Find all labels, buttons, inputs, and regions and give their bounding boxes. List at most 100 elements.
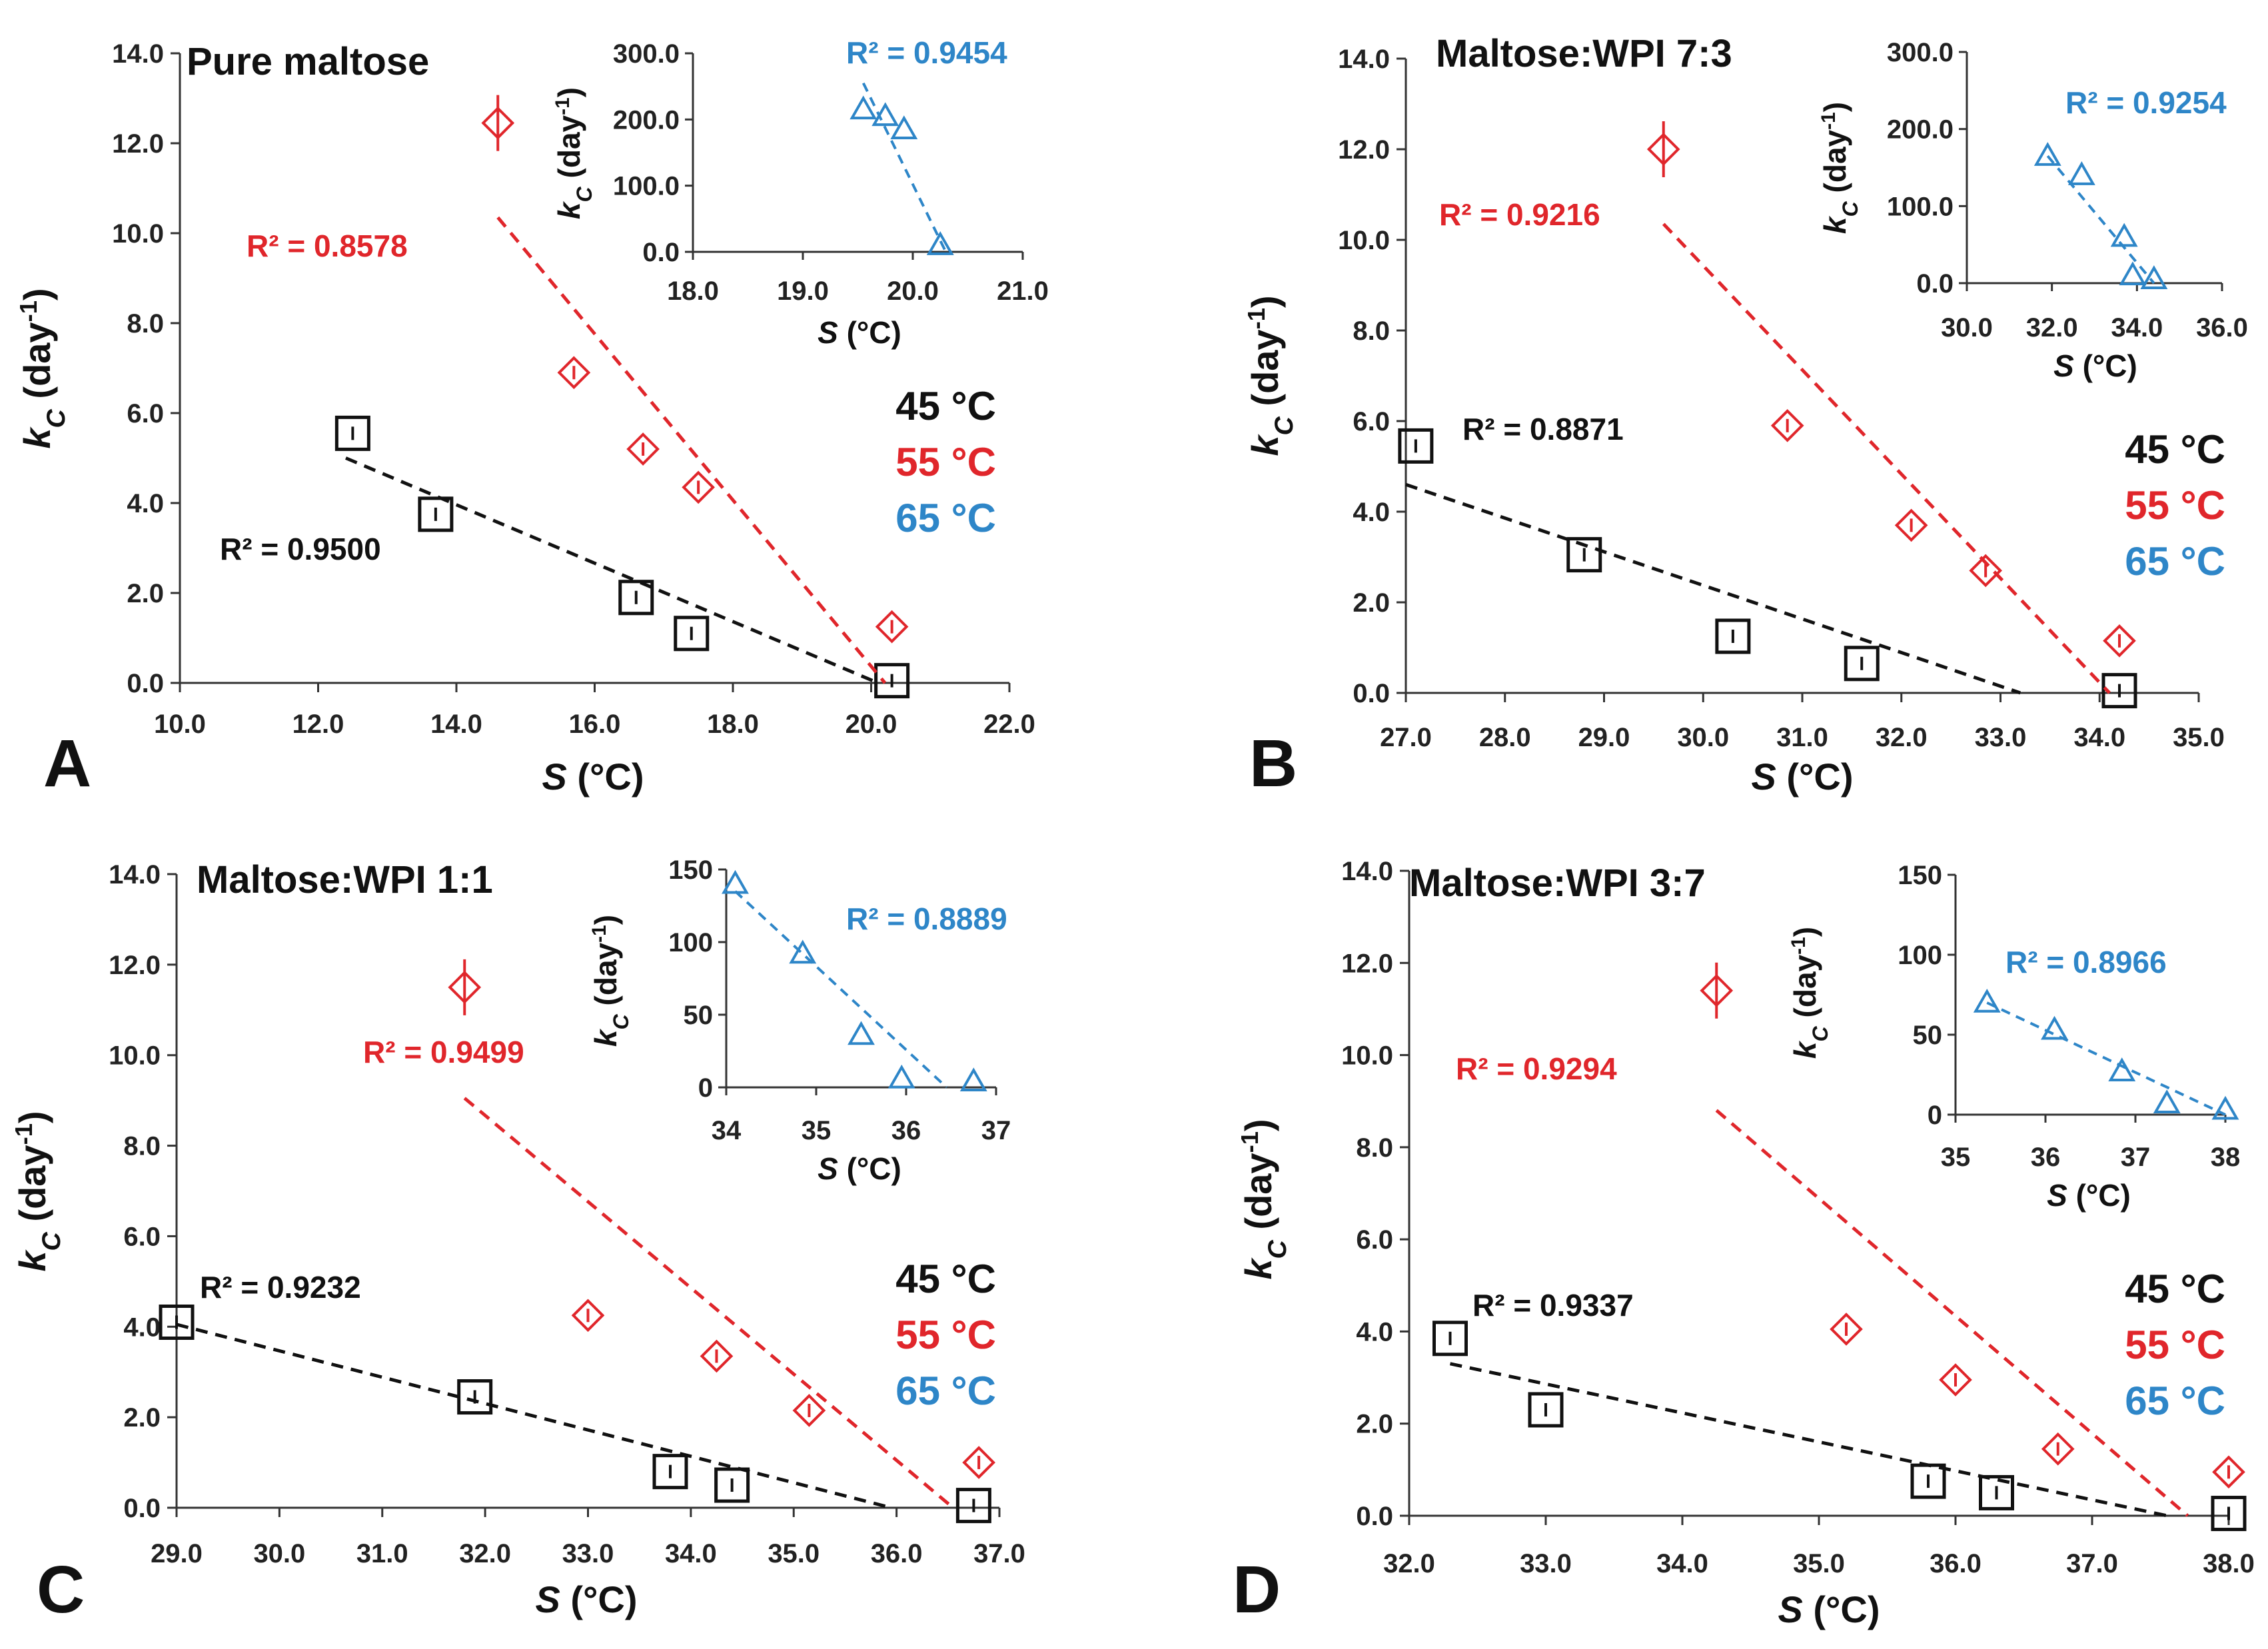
data-point-65C [2067,161,2095,185]
legend-item-1: 55 °C [895,1313,996,1357]
inset-y-axis-label: kC (day-1) [552,87,597,219]
y-axis-label: kC (day-1) [1243,295,1299,456]
inset-x-tick-label: 18.0 [667,276,719,306]
data-point-55C [481,106,515,140]
y-tick-label: 0.0 [127,669,164,698]
data-point-55C [626,432,660,466]
inset-x-axis-label: S (°C) [818,1151,901,1186]
y-tick-label: 0.0 [123,1494,161,1523]
inset-y-tick-label: 100 [668,928,713,957]
fit-line-65C [861,82,947,253]
data-point-55C [682,470,715,504]
fit-line-45C [176,1323,892,1510]
panel-letter: B [1249,726,1297,801]
inset-y-tick-label: 200.0 [1887,115,1954,145]
data-point-65C [926,231,954,255]
x-tick-label: 34.0 [2073,723,2125,752]
inset-x-tick-label: 35 [1941,1143,1971,1172]
legend-item-2: 65 °C [2125,1378,2225,1423]
inset-y-tick-label: 100 [1898,941,1942,970]
data-point-45C [618,580,654,616]
data-point-55C [557,356,591,390]
legend-item-0: 45 °C [2125,1267,2225,1311]
data-point-55C [571,1299,605,1333]
panel-C: 0.0 2.0 4.0 6.0 8.0 10.0 12.0 14.0 29.0 30.0 31.0 3… [10,855,1025,1627]
data-point-45C [2101,673,2137,709]
panel-title: Maltose:WPI 3:7 [1409,861,1706,905]
x-axis-label: S (°C) [1751,756,1853,798]
fit-line-45C [1449,1362,2168,1518]
data-point-55C [1830,1313,1863,1346]
legend-item-1: 55 °C [895,440,996,484]
x-tick-label: 30.0 [253,1539,305,1568]
y-tick-label: 6.0 [1356,1225,1393,1255]
data-point-65C [887,1064,915,1089]
y-tick-label: 6.0 [123,1222,161,1251]
inset-x-tick-label: 21.0 [997,276,1049,306]
inset-x-tick-label: 38 [2211,1143,2241,1172]
y-tick-label: 14.0 [1338,45,1390,74]
data-point-45C [714,1467,750,1503]
data-point-65C [2110,223,2138,247]
inset-y-axis-label: kC (day-1) [1788,927,1833,1059]
data-point-65C [2108,1057,2136,1081]
inset-y-axis-label: kC (day-1) [1818,102,1863,234]
x-tick-label: 16.0 [569,710,621,739]
inset-y-tick-label: 0 [698,1073,713,1103]
r2-label-45C: R² = 0.9232 [200,1270,361,1305]
r2-label-55C: R² = 0.8578 [247,229,408,263]
data-point-55C [2103,624,2136,658]
r2-label-65C: R² = 0.8966 [2005,945,2167,979]
x-tick-label: 22.0 [983,710,1035,739]
inset-y-tick-label: 0 [1928,1101,1942,1130]
r2-label-55C: R² = 0.9216 [1439,197,1600,232]
inset-x-tick-label: 19.0 [777,276,829,306]
inset-x-axis-label: S (°C) [2053,348,2137,383]
data-point-65C [1973,988,2001,1013]
y-tick-label: 14.0 [109,860,161,889]
x-tick-label: 29.0 [151,1539,203,1568]
y-axis-label: kC (day-1) [1236,1119,1292,1279]
data-point-45C [1910,1463,1946,1499]
inset-x-tick-label: 37 [2121,1143,2151,1172]
data-point-45C [1398,428,1434,464]
inset-x-axis-label: S (°C) [818,315,901,350]
data-point-55C [1646,133,1680,166]
inset-y-tick-label: 100.0 [613,172,680,201]
x-tick-label: 31.0 [356,1539,408,1568]
y-tick-label: 8.0 [1353,316,1390,346]
inset-x-tick-label: 20.0 [887,276,939,306]
data-point-45C [652,1454,688,1490]
y-tick-label: 8.0 [123,1132,161,1161]
data-point-45C [1715,618,1751,654]
inset-x-tick-label: 34 [712,1116,742,1145]
legend-item-0: 45 °C [895,1257,996,1301]
y-tick-label: 12.0 [112,129,164,159]
data-point-45C [1432,1321,1468,1357]
x-tick-label: 33.0 [562,1539,614,1568]
x-tick-label: 10.0 [154,710,206,739]
data-point-55C [1894,508,1928,542]
y-tick-label: 14.0 [1341,857,1393,886]
inset-y-tick-label: 200.0 [613,105,680,135]
x-axis-label: S (°C) [1778,1588,1880,1630]
y-tick-label: 4.0 [1356,1317,1393,1347]
inset-x-tick-label: 30.0 [1941,313,1993,342]
r2-label-65C: R² = 0.9254 [2065,85,2227,120]
inset-chart: 0.0 100.0 200.0 300.0 30.0 32.0 34.0 36.0 R² = 0… [1818,38,2248,383]
panel-A: 0.0 2.0 4.0 6.0 8.0 10.0 12.0 14.0 10.0 12.0 14.0 1… [15,35,1049,801]
y-axis-label: kC (day-1) [10,1111,66,1271]
r2-label-45C: R² = 0.8871 [1462,412,1624,446]
inset-y-tick-label: 150 [668,855,713,885]
inset-y-tick-label: 0.0 [642,238,680,267]
legend-item-2: 65 °C [895,496,996,540]
data-point-55C [2212,1455,2245,1489]
inset-x-axis-label: S (°C) [2047,1178,2131,1213]
y-tick-label: 10.0 [1341,1041,1393,1071]
data-point-55C [1700,973,1734,1007]
x-tick-label: 29.0 [1578,723,1630,752]
data-point-65C [890,115,918,139]
data-point-65C [722,869,749,894]
r2-label-55C: R² = 0.9499 [363,1035,524,1069]
data-point-65C [871,102,899,127]
